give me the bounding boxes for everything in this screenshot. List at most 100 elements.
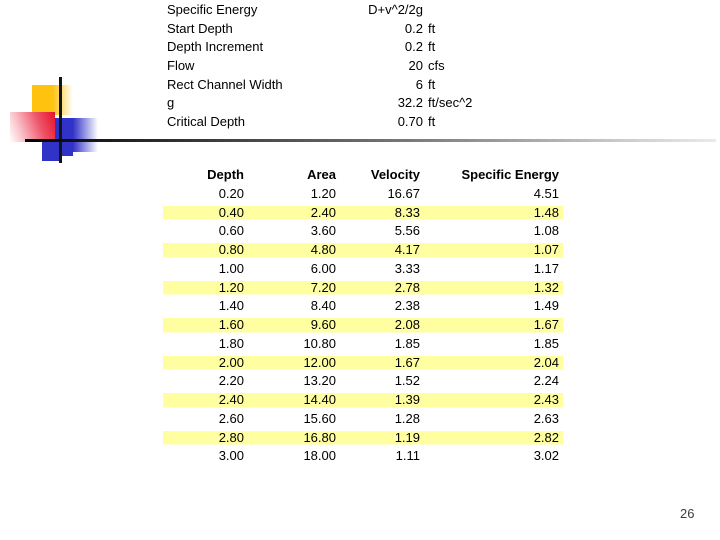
column-header: Specific Energy: [461, 167, 559, 182]
column-header: Area: [307, 167, 336, 182]
parameter-unit: ft: [428, 114, 436, 130]
parameter-row: g 32.2 ft/sec^2: [167, 94, 508, 113]
table-row: 2.00 12.00 1.67 2.04: [163, 353, 563, 373]
table-cell: 2.20: [218, 373, 244, 389]
table-cell: 1.00: [218, 260, 244, 276]
logo-blue-square-step: [42, 150, 73, 156]
table-cell: 1.40: [218, 298, 244, 314]
table-cell: 15.60: [303, 410, 336, 426]
table-cell: 0.20: [218, 185, 244, 201]
table-row: 1.40 8.40 2.38 1.49: [163, 297, 563, 316]
parameter-value: 0.70: [397, 114, 423, 130]
table-cell: 1.85: [533, 335, 559, 351]
logo-vertical-line: [59, 77, 62, 163]
table-row: 3.00 18.00 1.11 3.02: [163, 447, 563, 466]
column-header: Depth: [207, 167, 244, 182]
table-row: 1.80 10.80 1.85 1.85: [163, 335, 563, 354]
table-cell: 3.00: [218, 448, 244, 464]
table-cell: 2.63: [533, 410, 559, 426]
parameter-label: Specific Energy: [167, 2, 258, 17]
table-row: 1.60 9.60 2.08 1.67: [163, 316, 563, 335]
table-cell: 1.20: [218, 279, 244, 295]
parameter-row: Start Depth 0.2 ft: [167, 20, 508, 39]
table-cell: 8.40: [310, 298, 336, 314]
parameter-row: Rect Channel Width 6 ft: [167, 76, 508, 95]
table-cell: 3.33: [394, 260, 420, 276]
table-cell: 1.19: [394, 429, 420, 445]
parameter-unit: cfs: [428, 58, 445, 74]
parameter-value: 0.2: [404, 39, 423, 55]
specific-energy-table: Depth Area Velocity Specific Energy 0.20 1.20…: [163, 166, 563, 466]
table-cell: 1.67: [533, 317, 559, 332]
table-cell: 2.60: [218, 410, 244, 426]
table-row: 2.20 13.20 1.52 2.24: [163, 372, 563, 391]
table-cell: 9.60: [310, 317, 336, 332]
table-cell: 6.00: [310, 260, 336, 276]
table-cell: 10.80: [303, 335, 336, 351]
parameter-label: Depth Increment: [167, 39, 264, 55]
parameter-value: 6: [415, 76, 423, 92]
page-number: 26: [680, 506, 695, 521]
table-cell: 1.28: [394, 410, 420, 426]
column-header: Velocity: [370, 167, 420, 182]
table-cell: 0.80: [218, 242, 244, 257]
table-row: 0.40 2.40 8.33 1.48: [163, 203, 563, 223]
table-cell: 16.67: [387, 185, 420, 201]
parameter-unit: ft/sec^2: [428, 95, 473, 111]
table-cell: 2.38: [394, 298, 420, 314]
table-row: 2.60 15.60 1.28 2.63: [163, 410, 563, 429]
parameter-unit: ft: [428, 39, 436, 55]
table-cell: 4.17: [394, 242, 420, 257]
table-cell: 1.85: [394, 335, 420, 351]
table-cell: 5.56: [394, 223, 420, 239]
table-cell: 8.33: [394, 204, 420, 220]
table-cell: 18.00: [303, 448, 336, 464]
table-cell: 1.49: [533, 298, 559, 314]
table-cell: 16.80: [303, 429, 336, 445]
table-row: 1.20 7.20 2.78 1.32: [163, 278, 563, 298]
table-cell: 14.40: [303, 392, 336, 407]
table-header-row: Depth Area Velocity Specific Energy: [163, 166, 563, 185]
parameter-unit: ft: [428, 20, 436, 36]
logo-yellow-square: [32, 85, 73, 115]
header-divider-line: [25, 139, 716, 142]
parameter-row: Specific Energy D+v^2/2g: [167, 1, 508, 20]
parameter-value: D+v^2/2g: [368, 2, 423, 17]
table-cell: 1.11: [395, 448, 420, 464]
parameter-block: Specific Energy D+v^2/2g Start Depth 0.2 ft D…: [167, 1, 508, 132]
table-cell: 4.51: [533, 185, 559, 201]
table-row: 0.60 3.60 5.56 1.08: [163, 222, 563, 241]
table-cell: 2.04: [533, 354, 559, 370]
table-cell: 1.80: [218, 335, 244, 351]
parameter-row: Critical Depth 0.70 ft: [167, 113, 508, 132]
parameter-row: Flow 20 cfs: [167, 57, 508, 76]
table-cell: 1.32: [533, 279, 559, 295]
parameter-unit: ft: [428, 76, 436, 92]
table-row: 0.20 1.20 16.67 4.51: [163, 185, 563, 204]
table-cell: 1.48: [533, 204, 559, 220]
table-cell: 0.60: [218, 223, 244, 239]
parameter-label: Flow: [167, 58, 195, 74]
table-cell: 2.78: [394, 279, 420, 295]
table-row: 1.00 6.00 3.33 1.17: [163, 260, 563, 279]
table-cell: 1.60: [218, 317, 244, 332]
table-row: 2.80 16.80 1.19 2.82: [163, 428, 563, 448]
table-cell: 2.82: [533, 429, 559, 445]
parameter-value: 0.2: [404, 20, 423, 36]
parameter-value: 32.2: [397, 95, 423, 111]
table-cell: 0.40: [218, 204, 244, 220]
table-cell: 1.17: [533, 260, 559, 276]
table-cell: 1.20: [310, 185, 336, 201]
parameter-row: Depth Increment 0.2 ft: [167, 38, 508, 57]
table-cell: 2.08: [394, 317, 420, 332]
logo-red-square: [10, 112, 55, 142]
table-cell: 2.00: [218, 354, 244, 370]
table-cell: 13.20: [303, 373, 336, 389]
table-cell: 2.43: [533, 392, 559, 407]
table-cell: 2.40: [218, 392, 244, 407]
parameter-label: Start Depth: [167, 20, 233, 36]
table-cell: 3.02: [533, 448, 559, 464]
table-row: 0.80 4.80 4.17 1.07: [163, 241, 563, 260]
table-cell: 7.20: [310, 279, 336, 295]
